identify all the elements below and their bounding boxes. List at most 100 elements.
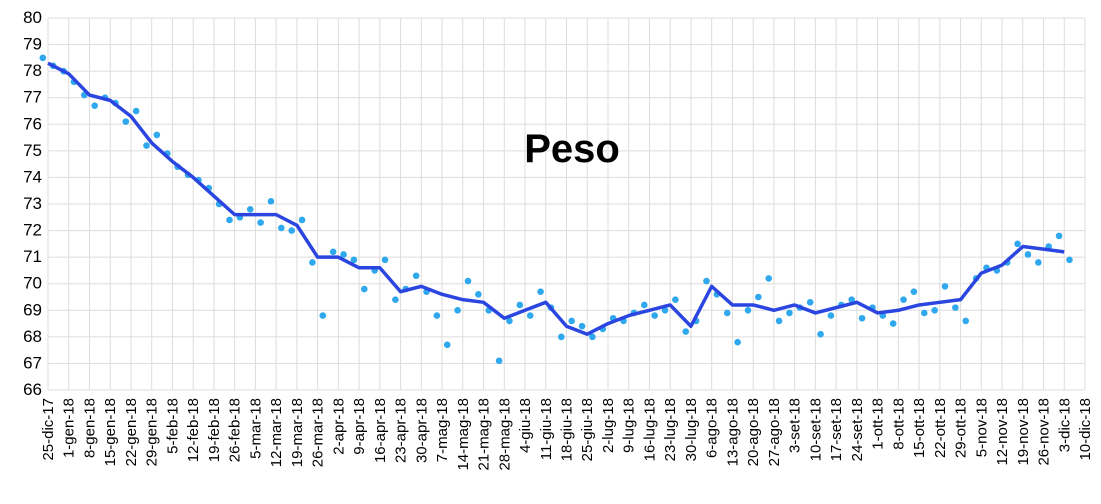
measurement-point bbox=[329, 248, 337, 256]
y-tick-label: 71 bbox=[23, 247, 42, 266]
x-tick-label: 5-mar-18 bbox=[247, 398, 264, 459]
x-tick-label: 2-lug-18 bbox=[600, 398, 617, 453]
measurement-point bbox=[257, 219, 264, 226]
x-tick-label: 26-nov-18 bbox=[1036, 398, 1053, 466]
y-tick-label: 66 bbox=[23, 380, 42, 399]
measurement-point bbox=[340, 251, 347, 258]
measurement-point bbox=[952, 304, 959, 311]
measurement-point bbox=[910, 288, 918, 295]
measurement-point bbox=[744, 306, 752, 314]
y-tick-label: 78 bbox=[23, 61, 42, 80]
measurement-point bbox=[278, 224, 285, 232]
measurement-point bbox=[506, 317, 513, 325]
measurement-point bbox=[827, 312, 835, 319]
measurement-point bbox=[143, 142, 150, 149]
measurement-point bbox=[464, 277, 472, 285]
y-tick-label: 75 bbox=[23, 141, 42, 160]
x-tick-label: 9-apr-18 bbox=[351, 398, 368, 455]
x-tick-label: 25-giu-18 bbox=[579, 398, 596, 461]
measurement-point bbox=[941, 283, 949, 290]
x-tick-label: 1-gen-18 bbox=[61, 398, 78, 458]
x-tick-label: 12-nov-18 bbox=[994, 398, 1011, 466]
measurement-point bbox=[640, 301, 648, 309]
y-tick-label: 77 bbox=[23, 88, 42, 107]
chart-title: Peso bbox=[524, 127, 620, 171]
x-tick-label: 5-feb-18 bbox=[164, 398, 181, 454]
y-tick-label: 80 bbox=[23, 8, 42, 27]
measurement-point bbox=[309, 259, 316, 266]
measurement-point bbox=[412, 272, 420, 280]
x-tick-label: 10-dic-18 bbox=[1077, 398, 1094, 461]
x-tick-label: 30-lug-18 bbox=[683, 398, 700, 461]
measurement-point bbox=[91, 102, 98, 109]
y-tick-label: 68 bbox=[23, 327, 42, 346]
x-tick-label: 19-feb-18 bbox=[206, 398, 223, 462]
y-tick-label: 76 bbox=[23, 114, 42, 133]
x-tick-label: 15-gen-18 bbox=[102, 398, 119, 466]
x-tick-label: 23-lug-18 bbox=[662, 398, 679, 461]
y-tick-label: 67 bbox=[23, 353, 42, 372]
x-tick-label: 17-set-18 bbox=[828, 398, 845, 461]
x-tick-label: 29-gen-18 bbox=[144, 398, 161, 466]
measurement-point bbox=[1035, 259, 1042, 266]
x-tick-label: 23-apr-18 bbox=[393, 398, 410, 463]
measurement-point bbox=[568, 317, 575, 325]
x-tick-label: 10-set-18 bbox=[807, 398, 824, 461]
x-tick-label: 18-giu-18 bbox=[559, 398, 576, 461]
measurement-point bbox=[589, 333, 596, 341]
y-tick-label: 73 bbox=[23, 194, 42, 213]
measurement-point bbox=[454, 306, 461, 314]
measurement-point bbox=[723, 309, 731, 317]
x-tick-label: 16-lug-18 bbox=[641, 398, 658, 461]
measurement-point bbox=[703, 277, 710, 285]
measurement-point bbox=[848, 296, 855, 303]
x-tick-label: 29-ott-18 bbox=[953, 398, 970, 458]
x-tick-label: 19-nov-18 bbox=[1015, 398, 1032, 466]
measurement-point bbox=[267, 198, 275, 205]
measurement-point bbox=[931, 306, 938, 314]
measurement-point bbox=[682, 328, 690, 335]
x-tick-label: 2-apr-18 bbox=[330, 398, 347, 455]
trend-line bbox=[47, 61, 1065, 336]
x-tick-label: 8-gen-18 bbox=[81, 398, 98, 458]
measurement-point bbox=[558, 333, 565, 341]
measurement-point bbox=[578, 322, 586, 330]
x-tick-label: 5-nov-18 bbox=[973, 398, 990, 457]
x-tick-label: 7-mag-18 bbox=[434, 398, 451, 462]
measurement-point bbox=[433, 312, 441, 319]
measurement-point bbox=[920, 309, 928, 317]
measurement-point bbox=[495, 357, 503, 365]
measurement-point bbox=[122, 118, 130, 125]
measurement-point bbox=[526, 312, 534, 319]
measurement-point bbox=[475, 291, 482, 298]
x-tick-label: 11-giu-18 bbox=[538, 398, 555, 460]
x-tick-label: 26-mar-18 bbox=[310, 398, 327, 467]
measurement-point bbox=[962, 317, 970, 325]
measurement-point bbox=[734, 338, 741, 346]
measurement-point bbox=[350, 256, 358, 264]
x-tick-label: 25-dic-17 bbox=[40, 398, 57, 461]
measurement-point bbox=[443, 341, 451, 349]
measurement-point bbox=[246, 206, 254, 213]
x-tick-label: 24-set-18 bbox=[849, 398, 866, 461]
measurement-point bbox=[817, 330, 824, 338]
x-tick-label: 30-apr-18 bbox=[413, 398, 430, 463]
x-tick-label: 19-mar-18 bbox=[289, 398, 306, 467]
x-tick-label: 21-mag-18 bbox=[476, 398, 493, 471]
measurement-point bbox=[806, 299, 814, 306]
x-tick-label: 6-ago-18 bbox=[704, 398, 721, 458]
y-tick-label: 69 bbox=[23, 300, 42, 319]
measurement-point bbox=[1066, 256, 1073, 264]
measurement-point bbox=[661, 306, 669, 314]
measurement-point bbox=[858, 314, 866, 322]
x-tick-label: 3-dic-18 bbox=[1056, 398, 1073, 452]
y-tick-label: 70 bbox=[23, 274, 42, 293]
grid bbox=[47, 17, 1086, 391]
measurement-point bbox=[889, 320, 897, 327]
x-tick-label: 9-lug-18 bbox=[621, 398, 638, 453]
measurement-point bbox=[516, 301, 524, 309]
measurement-point bbox=[360, 285, 368, 293]
measurement-point bbox=[319, 312, 327, 319]
y-tick-label: 79 bbox=[23, 35, 42, 54]
